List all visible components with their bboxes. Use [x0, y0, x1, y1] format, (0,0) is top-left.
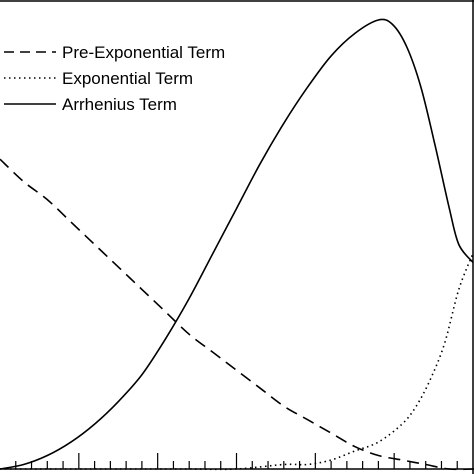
legend-label-pre-exponential: Pre-Exponential Term: [62, 43, 225, 62]
legend-label-arrhenius: Arrhenius Term: [62, 95, 177, 114]
legend-label-exponential: Exponential Term: [62, 69, 193, 88]
series-line-arrhenius-term: [0, 18, 474, 470]
x-axis-ticks: [15, 453, 458, 469]
series-line-pre-exponential-term: [0, 158, 474, 471]
series-layer: [0, 18, 474, 471]
legend: Pre-Exponential Term Exponential Term Ar…: [4, 43, 225, 114]
series-line-exponential-term: [0, 253, 474, 471]
